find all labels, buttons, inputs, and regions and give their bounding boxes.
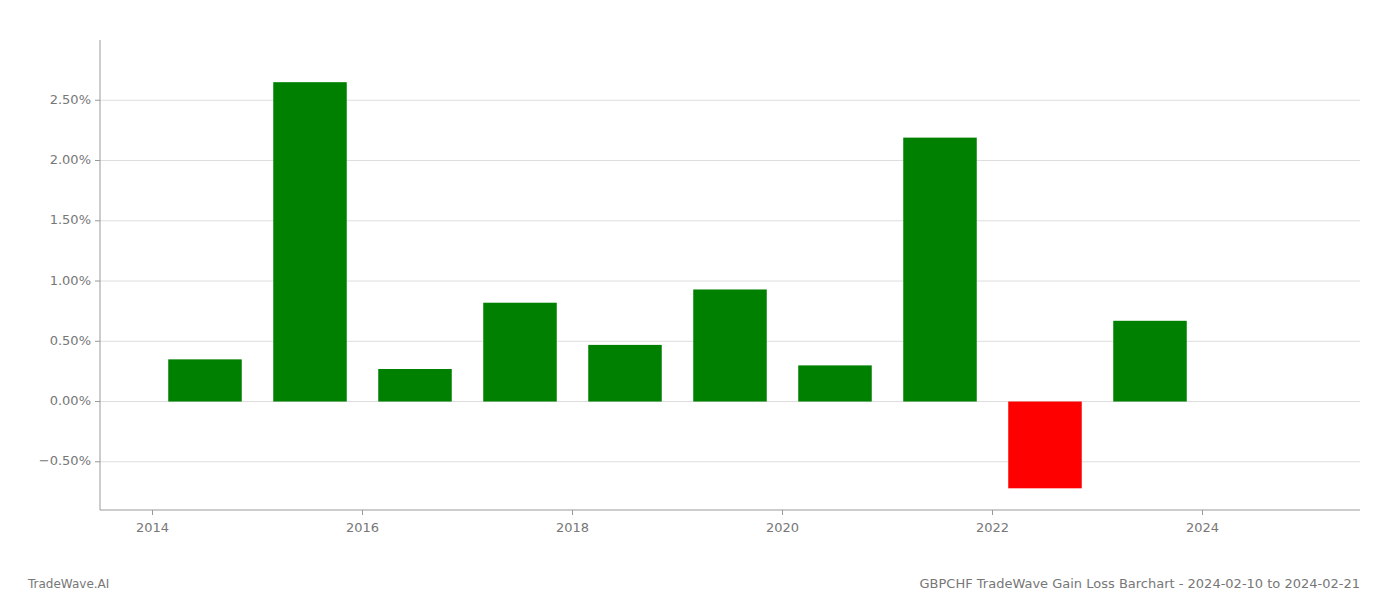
bar [588, 345, 662, 402]
y-tick-label: 1.50% [50, 212, 91, 227]
y-tick-label: 0.50% [50, 333, 91, 348]
bar [1113, 321, 1187, 402]
bar [483, 303, 557, 402]
y-tick [95, 281, 100, 282]
x-tick-label: 2016 [346, 520, 379, 535]
bars [168, 82, 1187, 488]
x-tick-label: 2022 [976, 520, 1009, 535]
y-tick-label: −0.50% [39, 453, 91, 468]
y-tick [95, 461, 100, 462]
x-tick-label: 2018 [556, 520, 589, 535]
x-axis-line [100, 510, 1360, 511]
grid-line [100, 461, 1360, 462]
y-tick [95, 160, 100, 161]
y-tick [95, 401, 100, 402]
chart: −0.50% 0.00% 0.50% 1.00% 1.50% 2.00% 2.50% 2014… [0, 0, 1400, 600]
bar [693, 289, 767, 401]
axes: −0.50% 0.00% 0.50% 1.00% 1.50% 2.00% 2.50% 2014… [39, 40, 1360, 535]
x-tick-label: 2024 [1186, 520, 1219, 535]
y-tick [95, 341, 100, 342]
bar [903, 138, 977, 402]
footer: TradeWave.AI [27, 577, 109, 591]
y-tick-label: 0.00% [50, 393, 91, 408]
y-tick [95, 220, 100, 221]
x-tick [992, 510, 993, 515]
bar [273, 82, 347, 401]
x-tick [152, 510, 153, 515]
title: GBPCHF TradeWave Gain Loss Barchart - 20… [920, 576, 1360, 591]
y-tick [95, 100, 100, 101]
x-tick [572, 510, 573, 515]
bar [1008, 402, 1082, 489]
x-tick-label: 2020 [766, 520, 799, 535]
y-tick-label: 1.00% [50, 273, 91, 288]
bar [168, 359, 242, 401]
x-tick [782, 510, 783, 515]
bar [798, 365, 872, 401]
y-tick-label: 2.50% [50, 92, 91, 107]
x-tick-label: 2014 [136, 520, 169, 535]
x-tick [362, 510, 363, 515]
y-axis-line [100, 40, 101, 510]
y-tick-label: 2.00% [50, 152, 91, 167]
x-tick [1202, 510, 1203, 515]
bar [378, 369, 452, 402]
chart-container: −0.50% 0.00% 0.50% 1.00% 1.50% 2.00% 2.50% 2014… [0, 0, 1400, 600]
